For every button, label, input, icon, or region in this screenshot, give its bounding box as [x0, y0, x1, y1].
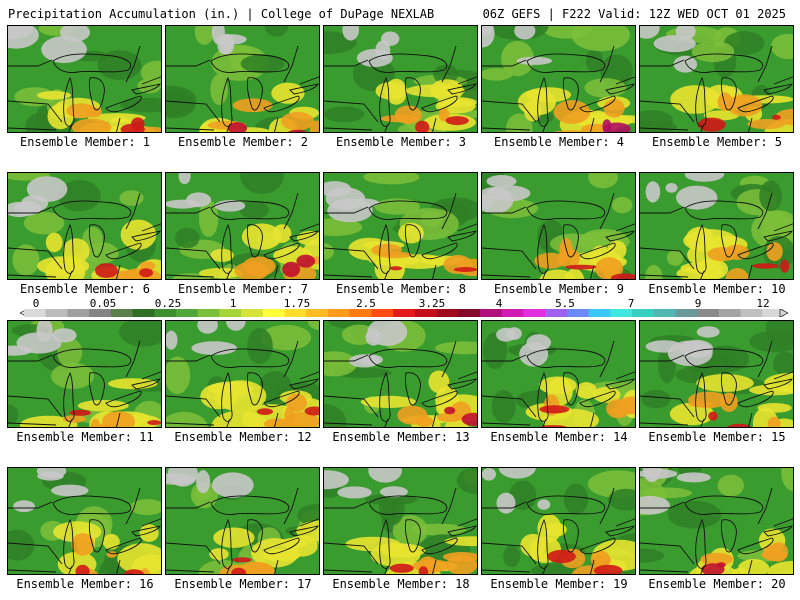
- ensemble-member-label: Ensemble Member: 3: [335, 135, 467, 149]
- colorbar-swatch: [414, 309, 437, 317]
- colorbar-tick-label: 1.75: [283, 297, 311, 310]
- colorbar-swatch: [371, 309, 394, 317]
- colorbar-swatch: [284, 309, 307, 317]
- colorbar-swatch: [306, 309, 329, 317]
- colorbar-swatch: [436, 309, 459, 317]
- colorbar-swatch: [197, 309, 220, 317]
- ensemble-map-panel: [7, 25, 162, 133]
- ensemble-map-panel: [481, 467, 636, 575]
- colorbar-swatch: [262, 309, 285, 317]
- colorbar-swatch: [523, 309, 546, 317]
- ensemble-map-panel: [7, 172, 162, 280]
- colorbar-swatch: [458, 309, 481, 317]
- colorbar-swatch: [241, 309, 264, 317]
- colorbar-swatch: [110, 309, 133, 317]
- ensemble-map-panel: [639, 25, 794, 133]
- ensemble-map-panel: [165, 25, 320, 133]
- ensemble-member-label: Ensemble Member: 20: [648, 577, 786, 591]
- colorbar-swatch: [67, 309, 90, 317]
- colorbar-tick-label: 2.5: [356, 297, 376, 310]
- ensemble-map-panel: [7, 467, 162, 575]
- colorbar-swatch: [480, 309, 503, 317]
- colorbar-swatch: [154, 309, 177, 317]
- colorbar-swatch: [219, 309, 242, 317]
- ensemble-member-label: Ensemble Member: 15: [648, 430, 786, 444]
- model-valid-time: 06Z GEFS | F222 Valid: 12Z WED OCT 01 20…: [482, 7, 786, 21]
- ensemble-member-label: Ensemble Member: 11: [16, 430, 154, 444]
- colorbar-swatch: [176, 309, 199, 317]
- colorbar-swatch: [501, 309, 524, 317]
- colorbar-swatch: [610, 309, 633, 317]
- colorbar-tick-label: 3.25: [418, 297, 446, 310]
- colorbar-tick-label: 0.25: [154, 297, 182, 310]
- ensemble-member-label: Ensemble Member: 7: [177, 282, 309, 296]
- colorbar-swatch: [588, 309, 611, 317]
- colorbar-tick-label: 4: [495, 297, 503, 310]
- colorbar-tick-label: 1: [229, 297, 237, 310]
- colorbar-swatch: [89, 309, 112, 317]
- precip-colorbar: [20, 309, 788, 317]
- ensemble-member-label: Ensemble Member: 8: [335, 282, 467, 296]
- colorbar-tick-label: 0.05: [89, 297, 117, 310]
- ensemble-member-label: Ensemble Member: 12: [174, 430, 312, 444]
- ensemble-map-panel: [481, 172, 636, 280]
- colorbar-tick-label: 5.5: [555, 297, 575, 310]
- ensemble-map-panel: [165, 320, 320, 428]
- ensemble-map-panel: [481, 25, 636, 133]
- colorbar-tick-label: 12: [756, 297, 770, 310]
- ensemble-map-panel: [165, 172, 320, 280]
- colorbar-swatch: [132, 309, 155, 317]
- colorbar-swatch: [566, 309, 589, 317]
- ensemble-member-label: Ensemble Member: 18: [332, 577, 470, 591]
- colorbar-swatch: [393, 309, 416, 317]
- colorbar-tick-label: 7: [627, 297, 635, 310]
- ensemble-map-panel: [639, 467, 794, 575]
- ensemble-map-panel: [323, 467, 478, 575]
- ensemble-member-label: Ensemble Member: 19: [490, 577, 628, 591]
- ensemble-member-label: Ensemble Member: 5: [651, 135, 783, 149]
- ensemble-map-panel: [323, 25, 478, 133]
- colorbar-swatch: [328, 309, 351, 317]
- colorbar-swatch: [762, 309, 785, 317]
- colorbar-swatch: [632, 309, 655, 317]
- ensemble-member-label: Ensemble Member: 17: [174, 577, 312, 591]
- ensemble-member-label: Ensemble Member: 1: [19, 135, 151, 149]
- ensemble-member-label: Ensemble Member: 9: [493, 282, 625, 296]
- ensemble-member-label: Ensemble Member: 16: [16, 577, 154, 591]
- ensemble-member-label: Ensemble Member: 2: [177, 135, 309, 149]
- ensemble-map-panel: [165, 467, 320, 575]
- colorbar-swatch: [653, 309, 676, 317]
- ensemble-member-label: Ensemble Member: 10: [648, 282, 786, 296]
- colorbar-swatch: [697, 309, 720, 317]
- ensemble-map-panel: [481, 320, 636, 428]
- ensemble-member-label: Ensemble Member: 13: [332, 430, 470, 444]
- colorbar-swatch: [545, 309, 568, 317]
- colorbar-swatch: [718, 309, 741, 317]
- chart-title: Precipitation Accumulation (in.) | Colle…: [8, 7, 435, 21]
- ensemble-map-panel: [323, 172, 478, 280]
- ensemble-map-panel: [7, 320, 162, 428]
- colorbar-swatch: [24, 309, 47, 317]
- colorbar-tick-label: 0: [32, 297, 40, 310]
- ensemble-member-label: Ensemble Member: 6: [19, 282, 151, 296]
- colorbar-tick-label: 9: [694, 297, 702, 310]
- ensemble-map-panel: [639, 172, 794, 280]
- colorbar-swatch: [740, 309, 763, 317]
- ensemble-member-label: Ensemble Member: 4: [493, 135, 625, 149]
- colorbar-swatch: [45, 309, 68, 317]
- ensemble-member-label: Ensemble Member: 14: [490, 430, 628, 444]
- colorbar-swatch: [675, 309, 698, 317]
- colorbar-swatch: [349, 309, 372, 317]
- ensemble-map-panel: [323, 320, 478, 428]
- ensemble-map-panel: [639, 320, 794, 428]
- colorbar-arrow-right: [779, 309, 788, 317]
